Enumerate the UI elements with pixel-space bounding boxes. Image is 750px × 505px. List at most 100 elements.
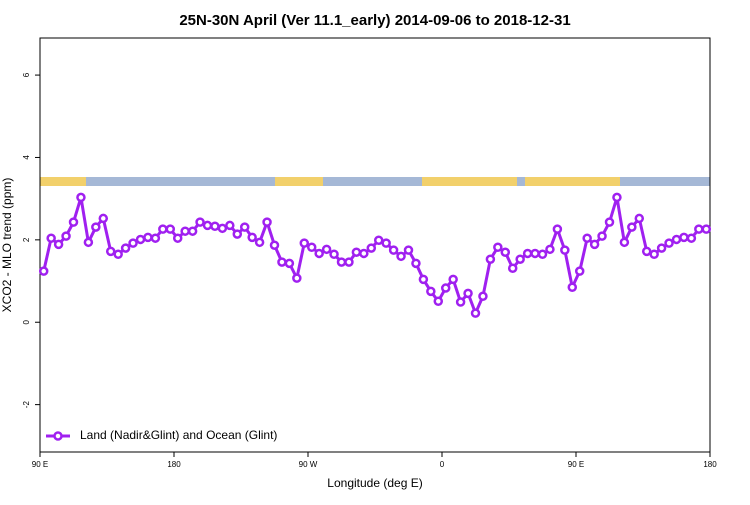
data-point bbox=[165, 224, 176, 234]
data-point bbox=[359, 248, 369, 259]
x-tick-label: 0 bbox=[440, 460, 445, 469]
data-point bbox=[128, 238, 138, 248]
data-point bbox=[582, 233, 592, 243]
data-point bbox=[656, 243, 667, 253]
data-point bbox=[344, 257, 354, 267]
data-point bbox=[292, 273, 302, 283]
data-point bbox=[567, 282, 578, 292]
data-point bbox=[336, 257, 347, 267]
data-point bbox=[247, 232, 257, 243]
data-point bbox=[440, 283, 451, 293]
data-point bbox=[522, 248, 533, 259]
data-point bbox=[61, 231, 71, 241]
data-point bbox=[187, 226, 198, 236]
data-point bbox=[500, 247, 511, 257]
data-point bbox=[411, 258, 421, 269]
land-band bbox=[275, 177, 323, 186]
data-point bbox=[306, 242, 317, 253]
land-band bbox=[525, 177, 620, 186]
data-point bbox=[232, 229, 243, 239]
data-point bbox=[418, 274, 429, 285]
x-tick-label: 180 bbox=[167, 460, 181, 469]
data-point bbox=[284, 258, 295, 269]
data-point bbox=[53, 239, 64, 250]
y-tick-label: 0 bbox=[22, 319, 31, 324]
data-point bbox=[366, 243, 377, 253]
data-point bbox=[135, 234, 146, 245]
data-point bbox=[150, 233, 161, 243]
data-point bbox=[686, 233, 697, 243]
data-point bbox=[314, 248, 324, 259]
data-point bbox=[664, 238, 674, 248]
y-tick-label: -2 bbox=[22, 401, 31, 409]
data-point bbox=[225, 220, 235, 231]
data-point bbox=[470, 308, 481, 318]
data-point bbox=[277, 257, 287, 267]
data-point bbox=[426, 286, 436, 297]
data-point bbox=[641, 246, 652, 257]
data-point bbox=[433, 296, 444, 306]
data-point bbox=[373, 235, 384, 246]
data-point bbox=[493, 242, 503, 253]
data-point bbox=[634, 213, 645, 224]
data-point bbox=[38, 266, 49, 276]
data-point bbox=[463, 288, 473, 299]
data-point bbox=[120, 243, 131, 253]
data-point bbox=[98, 213, 109, 224]
data-point bbox=[172, 233, 183, 243]
y-axis-label: XCO2 - MLO trend (ppm) bbox=[0, 178, 14, 313]
data-point bbox=[537, 249, 548, 260]
data-point bbox=[597, 231, 607, 241]
data-point bbox=[604, 217, 615, 227]
data-point bbox=[448, 274, 458, 285]
y-tick-label: 4 bbox=[22, 155, 31, 160]
data-point bbox=[91, 222, 101, 232]
data-point bbox=[649, 249, 659, 260]
data-point bbox=[515, 254, 525, 264]
data-point bbox=[254, 237, 265, 248]
legend-marker bbox=[53, 431, 63, 441]
data-point bbox=[545, 244, 555, 255]
data-point bbox=[143, 232, 153, 243]
data-point bbox=[560, 245, 570, 255]
data-point bbox=[269, 240, 280, 250]
data-point bbox=[552, 224, 563, 234]
data-point bbox=[388, 245, 399, 255]
data-point bbox=[619, 237, 630, 248]
data-point bbox=[478, 291, 488, 302]
data-point bbox=[202, 220, 213, 231]
data-point bbox=[113, 249, 123, 260]
y-tick-label: 2 bbox=[22, 237, 31, 242]
data-point bbox=[403, 245, 414, 255]
data-point bbox=[329, 249, 339, 260]
land-ocean-band bbox=[40, 177, 710, 186]
data-point bbox=[76, 192, 86, 203]
ocean-band bbox=[40, 177, 710, 186]
data-point bbox=[210, 221, 220, 232]
data-point bbox=[507, 263, 518, 274]
data-point bbox=[83, 237, 94, 248]
data-point bbox=[262, 217, 272, 227]
data-point bbox=[694, 224, 704, 234]
data-point bbox=[46, 233, 56, 243]
data-point bbox=[530, 248, 540, 259]
x-tick-label: 90 W bbox=[299, 460, 318, 469]
x-tick-label: 90 E bbox=[568, 460, 584, 469]
x-tick-label: 90 E bbox=[32, 460, 48, 469]
data-point bbox=[396, 251, 406, 262]
series-line bbox=[42, 196, 707, 318]
data-point bbox=[455, 297, 466, 307]
data-point bbox=[321, 244, 332, 255]
land-band bbox=[422, 177, 517, 186]
data-point bbox=[158, 224, 168, 234]
data-point bbox=[485, 254, 496, 264]
legend-label: Land (Nadir&Glint) and Ocean (Glint) bbox=[80, 428, 277, 442]
land-band bbox=[40, 177, 86, 186]
data-point bbox=[589, 239, 600, 250]
data-point bbox=[299, 238, 310, 248]
y-tick-label: 6 bbox=[22, 72, 31, 77]
data-point bbox=[239, 222, 250, 232]
data-point bbox=[627, 222, 637, 232]
data-point bbox=[351, 247, 362, 257]
